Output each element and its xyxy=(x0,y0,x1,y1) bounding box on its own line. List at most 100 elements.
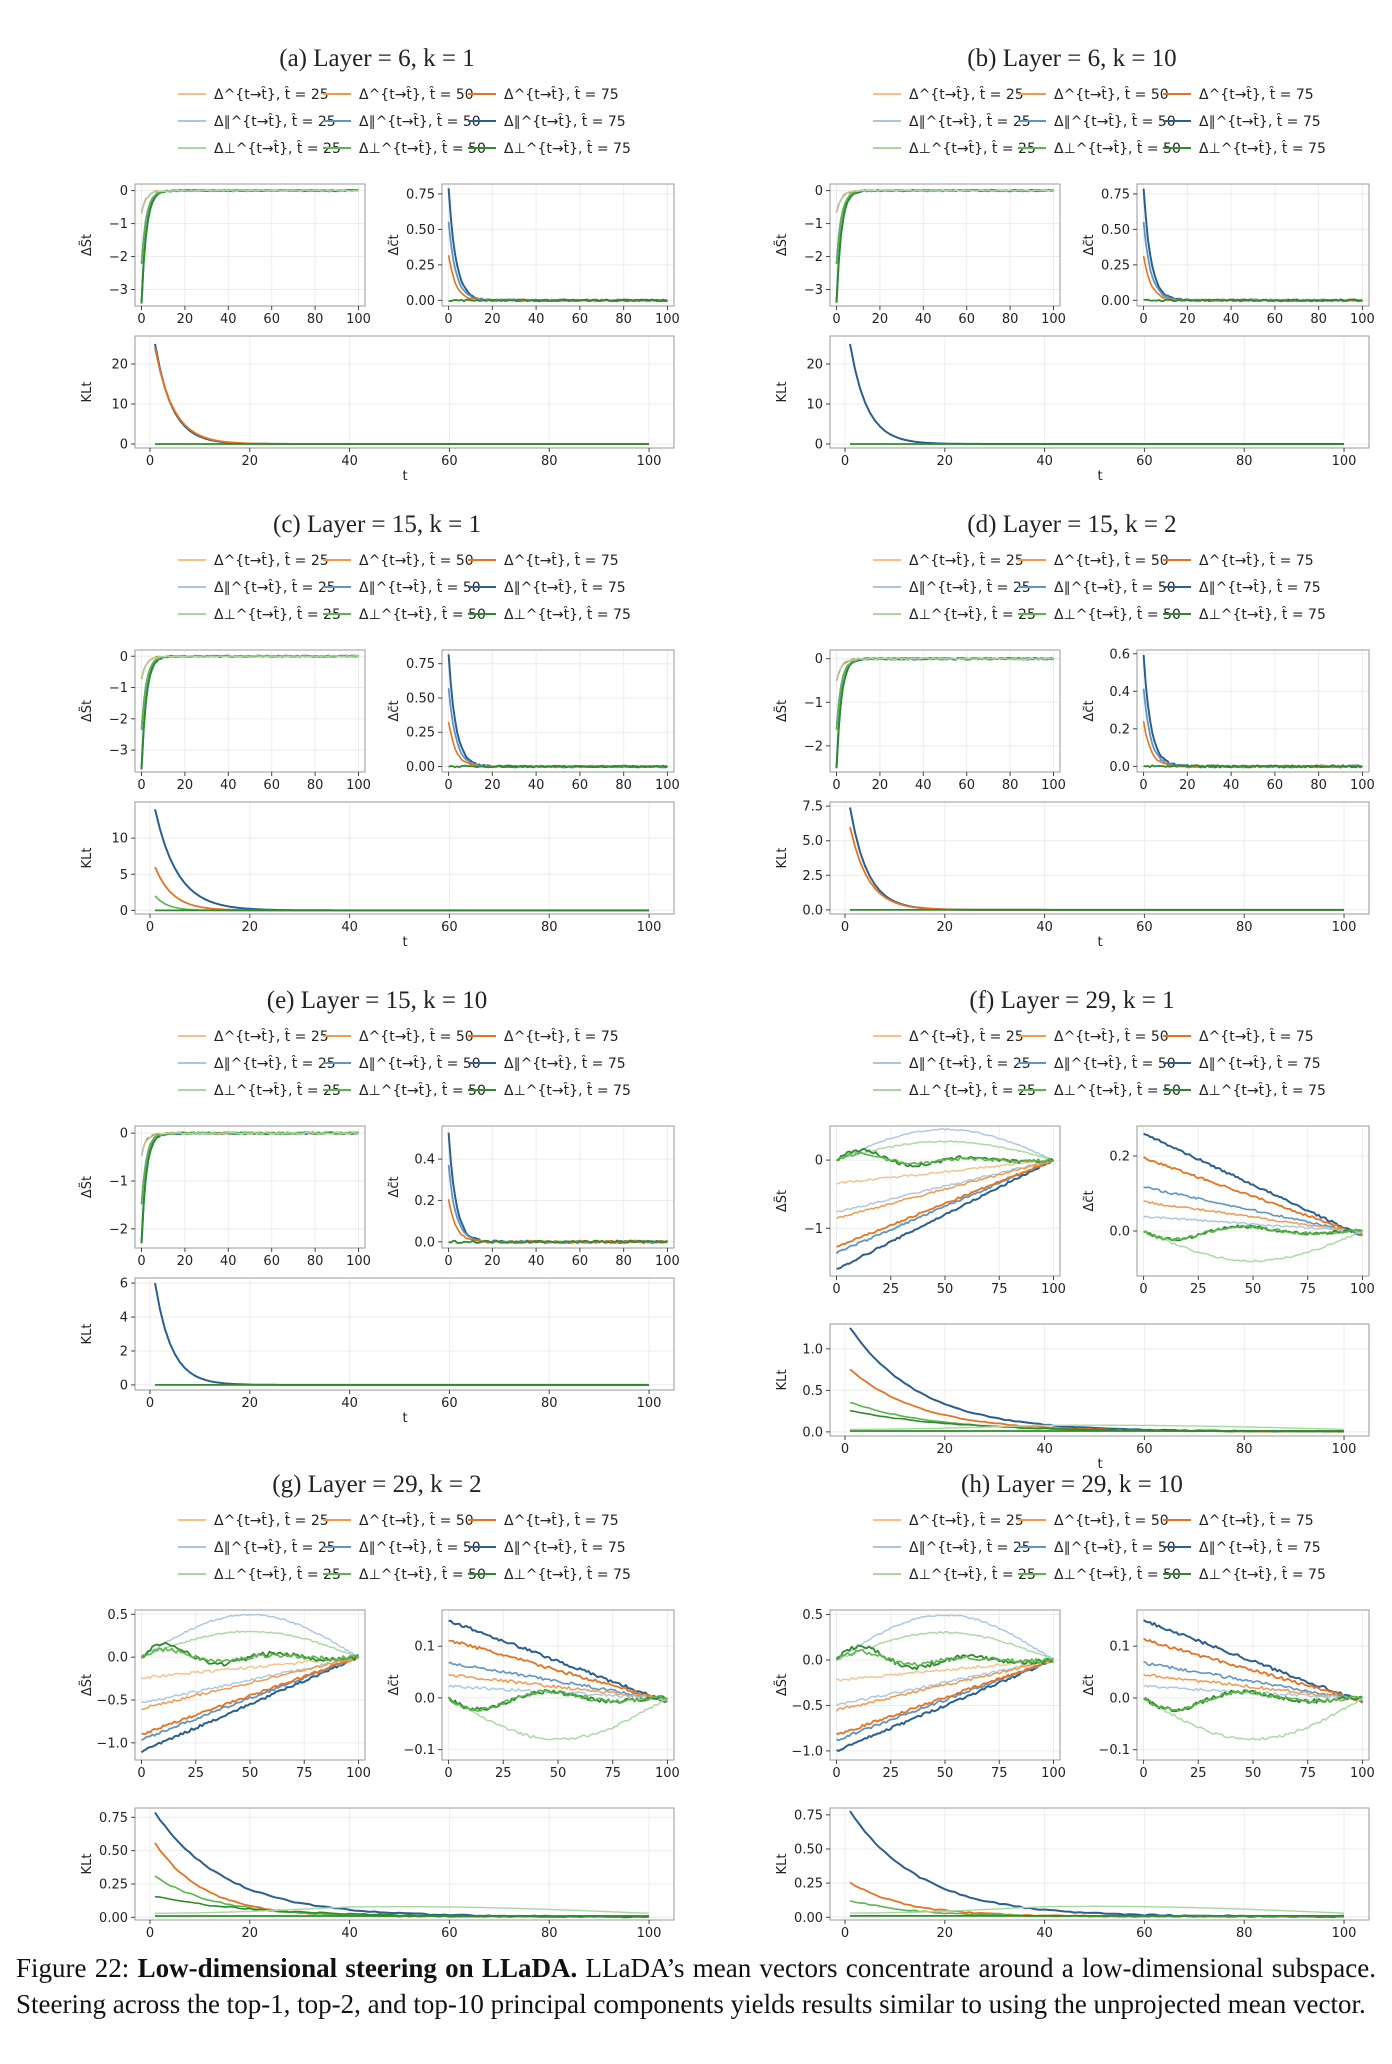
x-tick-label: 20 xyxy=(937,1926,954,1940)
x-tick-label: 0 xyxy=(841,920,849,935)
dc-line xyxy=(447,188,668,303)
y-tick-label: 0.0 xyxy=(1109,1691,1130,1706)
legend-label: Δ^{t→t̂}, t̂ = 50 xyxy=(1054,86,1169,103)
legend-label: Δ^{t→t̂}, t̂ = 25 xyxy=(909,1512,1024,1529)
y-axis-label: ΔS̃t xyxy=(775,1190,790,1212)
ds-line xyxy=(140,654,359,679)
x-tick-label: 0 xyxy=(832,312,840,327)
kl-line xyxy=(154,343,649,445)
x-tick-label: 80 xyxy=(307,312,324,327)
kl-axes: 0 20 40 60 80 100 0 5 10 KLt xyxy=(80,801,675,935)
y-tick-label: 0.2 xyxy=(1109,722,1130,737)
x-tick-label: 40 xyxy=(1223,312,1240,327)
x-tick-label: 80 xyxy=(307,1254,324,1269)
x-tick-label: 0 xyxy=(444,312,452,327)
dc-axes: 0 20 40 60 80 100 0.00 0.25 0.50 0.75 Δc̃t xyxy=(387,183,680,327)
kl-axes: 0 20 40 60 80 100 0.00 0.25 0.50 0.75 KLt xyxy=(775,1807,1370,1940)
y-tick-label: 0.75 xyxy=(406,187,435,202)
y-axis-label: KLt xyxy=(80,848,95,869)
dc-series xyxy=(447,188,668,303)
ds-line xyxy=(140,1646,360,1664)
ds-series xyxy=(140,188,359,304)
axes-frame xyxy=(134,1125,366,1249)
ds-series xyxy=(140,1131,360,1244)
dc-series xyxy=(1143,1132,1363,1263)
x-tick-label: 50 xyxy=(1245,1766,1262,1781)
ds-line xyxy=(835,657,1054,682)
ds-line xyxy=(835,189,1054,264)
x-tick-label: 100 xyxy=(1350,1766,1375,1781)
legend-label: Δ⊥^{t→t̂}, t̂ = 25 xyxy=(909,140,1036,157)
x-tick-label: 80 xyxy=(615,778,632,793)
panel-f: (f) Layer = 29, k = 1Δ^{t→t̂}, t̂ = 25 Δ^… xyxy=(775,987,1375,1472)
ds-line xyxy=(140,1131,359,1157)
y-tick-label: 0.50 xyxy=(1101,223,1130,238)
y-axis-label: ΔS̃t xyxy=(775,700,790,722)
x-tick-label: 100 xyxy=(655,312,680,327)
y-axis-label: KLt xyxy=(775,1370,790,1391)
x-tick-label: 80 xyxy=(1236,920,1253,935)
x-tick-label: 60 xyxy=(1136,1442,1153,1457)
y-tick-label: 0.00 xyxy=(406,760,435,775)
panel-title: (g) Layer = 29, k = 2 xyxy=(272,1471,481,1498)
x-tick-label: 100 xyxy=(1350,312,1375,327)
kl-series xyxy=(154,1282,649,1386)
x-tick-label: 100 xyxy=(1041,312,1066,327)
legend-label: Δ∥^{t→t̂}, t̂ = 25 xyxy=(214,579,336,596)
legend-label: Δ^{t→t̂}, t̂ = 75 xyxy=(1199,1028,1314,1045)
legend-label: Δ^{t→t̂}, t̂ = 50 xyxy=(359,86,474,103)
x-tick-label: 0 xyxy=(137,312,145,327)
x-tick-label: 40 xyxy=(341,454,358,469)
kl-line xyxy=(154,895,649,912)
ds-line xyxy=(836,1658,1054,1707)
axes-frame xyxy=(134,649,366,773)
y-tick-label: 0.00 xyxy=(794,1911,823,1926)
x-tick-label: 75 xyxy=(991,1766,1008,1781)
legend-label: Δ^{t→t̂}, t̂ = 25 xyxy=(214,552,329,569)
ds-line xyxy=(835,189,1054,303)
ds-line xyxy=(835,1658,1054,1712)
panel-title: (d) Layer = 15, k = 2 xyxy=(967,511,1176,538)
legend-label: Δ⊥^{t→t̂}, t̂ = 25 xyxy=(214,140,341,157)
ds-line xyxy=(140,188,359,304)
legend-label: Δ∥^{t→t̂}, t̂ = 75 xyxy=(504,113,626,130)
x-tick-label: 60 xyxy=(1136,454,1153,469)
y-tick-label: 0.75 xyxy=(794,1808,823,1823)
dc-axes: 0 25 50 75 100 0.0 0.2 Δc̃t xyxy=(1082,1125,1375,1297)
y-axis-label: Δc̃t xyxy=(1082,700,1097,721)
y-tick-label: −2 xyxy=(804,250,823,265)
ds-line xyxy=(836,1659,1054,1682)
ds-line xyxy=(836,1631,1054,1662)
ds-line xyxy=(140,1131,360,1243)
legend-label: Δ⊥^{t→t̂}, t̂ = 75 xyxy=(1199,606,1326,623)
dc-line xyxy=(1142,188,1363,303)
ds-line xyxy=(835,189,1054,264)
axes-frame xyxy=(829,1807,1370,1921)
x-tick-label: 40 xyxy=(1223,778,1240,793)
kl-line xyxy=(849,1327,1345,1433)
x-tick-label: 80 xyxy=(1310,312,1327,327)
legend-label: Δ⊥^{t→t̂}, t̂ = 50 xyxy=(359,1566,486,1583)
ds-line xyxy=(140,1641,359,1667)
ds-series xyxy=(140,654,359,770)
kl-axes: 0 20 40 60 80 100 0.0 0.5 1.0 KLt xyxy=(775,1323,1370,1457)
legend-label: Δ∥^{t→t̂}, t̂ = 25 xyxy=(909,1055,1031,1072)
panel-g: (g) Layer = 29, k = 2Δ^{t→t̂}, t̂ = 25 Δ^… xyxy=(80,1471,680,1940)
x-tick-label: 100 xyxy=(346,312,371,327)
ds-line xyxy=(140,1630,359,1659)
y-tick-label: 0 xyxy=(815,652,823,667)
x-tick-label: 40 xyxy=(528,778,545,793)
x-tick-label: 0 xyxy=(841,454,849,469)
x-tick-label: 100 xyxy=(1332,1926,1357,1940)
legend-label: Δ^{t→t̂}, t̂ = 75 xyxy=(504,552,619,569)
x-tick-label: 100 xyxy=(1350,778,1375,793)
dc-line xyxy=(448,1696,668,1741)
y-tick-label: 0.0 xyxy=(107,1651,128,1666)
ds-line xyxy=(835,657,1054,730)
kl-series xyxy=(849,807,1344,911)
y-tick-label: 0.0 xyxy=(1109,760,1130,775)
ds-line xyxy=(140,1131,359,1205)
x-tick-label: 0 xyxy=(137,1254,145,1269)
x-tick-label: 75 xyxy=(296,1766,313,1781)
dc-series xyxy=(1142,188,1363,303)
